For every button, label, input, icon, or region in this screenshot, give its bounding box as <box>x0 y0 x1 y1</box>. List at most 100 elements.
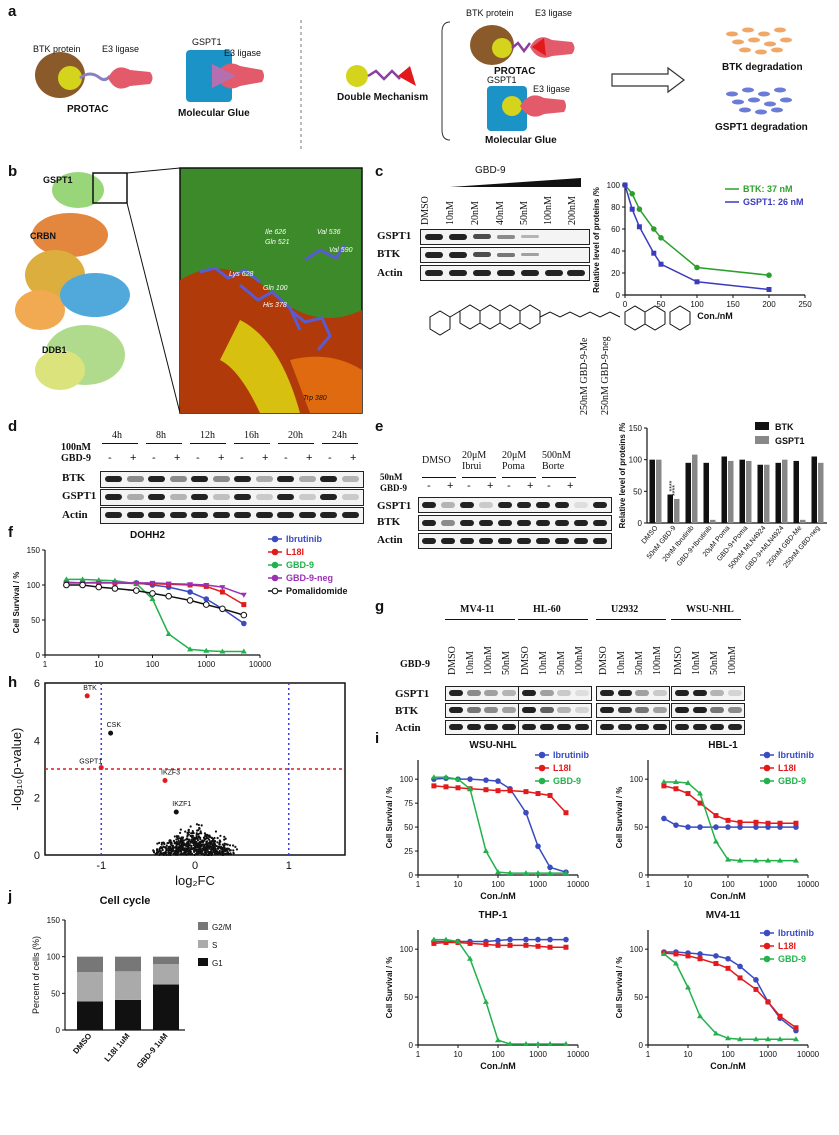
c-blot-btk <box>420 247 590 263</box>
bar <box>793 460 799 523</box>
d-row-label: GSPT1 <box>62 490 97 502</box>
y-tick-label: 0 <box>409 871 414 880</box>
y-axis-label: Relative level of proteins /% <box>618 423 627 529</box>
g-blot-gspt1 <box>518 686 592 701</box>
blot-band <box>536 502 550 508</box>
data-point <box>175 838 178 841</box>
data-point <box>201 849 204 853</box>
data-point <box>629 206 635 212</box>
data-point <box>184 849 187 852</box>
d-sign: - <box>196 452 200 464</box>
data-point <box>199 830 202 833</box>
data-point <box>188 844 192 847</box>
data-point <box>562 1041 569 1047</box>
data-point <box>195 836 198 839</box>
data-point <box>697 956 703 962</box>
data-point <box>172 845 175 849</box>
data-point <box>202 601 210 608</box>
right-protac-ligase-label: E3 ligase <box>535 8 573 18</box>
data-point <box>198 842 201 845</box>
c-row-label: BTK <box>377 248 401 260</box>
d-blot-btk <box>100 471 364 488</box>
bar-segment <box>153 964 179 985</box>
blot-band <box>517 502 531 508</box>
residue-label: Lys 628 <box>229 271 254 278</box>
legend-label: GBD-9 <box>778 954 806 964</box>
data-point <box>661 783 667 789</box>
y-tick-label: 0 <box>616 291 621 300</box>
data-point <box>200 844 204 847</box>
y-axis-label: Cell Survival / % <box>385 957 394 1019</box>
data-point <box>229 853 232 856</box>
y-tick-label: 0 <box>409 1041 414 1050</box>
data-point <box>431 940 437 946</box>
data-point <box>191 835 194 838</box>
data-point <box>636 206 643 212</box>
blot-band <box>593 502 607 508</box>
y-tick-label: 40 <box>611 247 620 256</box>
data-point <box>200 824 203 827</box>
glue-ligase-label: E3 ligase <box>224 48 262 58</box>
data-point <box>199 852 203 855</box>
y-axis-label: -log₁₀(p-value) <box>9 728 24 811</box>
data-point <box>232 849 235 852</box>
blot-band <box>479 520 493 526</box>
data-point <box>184 830 187 833</box>
blot-band <box>126 494 144 500</box>
data-point <box>792 1036 799 1042</box>
data-point <box>547 870 554 876</box>
data-point <box>443 939 449 945</box>
g-lane-label: 100nM <box>727 646 738 675</box>
data-point <box>186 597 194 604</box>
d-sign: - <box>328 452 332 464</box>
data-point <box>197 823 200 827</box>
data-point <box>523 789 529 795</box>
data-point <box>737 824 743 830</box>
crbn-structure-label: CRBN <box>30 231 56 241</box>
legend-marker <box>271 548 279 556</box>
data-point <box>225 843 228 846</box>
x-tick-label: 150 <box>726 300 740 309</box>
blot-band <box>498 502 512 508</box>
panel-letter-e: e <box>375 418 384 435</box>
data-point <box>522 870 529 876</box>
d-time-label: 12h <box>200 430 215 441</box>
bar <box>739 459 745 523</box>
data-point <box>191 830 194 833</box>
legend-marker <box>538 751 546 759</box>
g-blot-btk <box>671 703 745 718</box>
data-point <box>219 585 226 591</box>
data-point <box>227 847 230 851</box>
x-tick-label: 0 <box>623 300 628 309</box>
legend-marker <box>763 777 771 785</box>
g-cell-line-label: MV4-11 <box>460 604 495 615</box>
data-point <box>218 849 221 852</box>
x-axis-label: Con./nM <box>697 311 733 321</box>
data-point <box>223 838 226 841</box>
blot-band <box>517 520 531 526</box>
data-point <box>522 1041 529 1047</box>
data-point <box>205 836 208 839</box>
g-lane-label: 10nM <box>616 651 627 675</box>
blot-band <box>191 476 208 482</box>
d-time-underline <box>190 443 226 444</box>
blot-band <box>617 724 632 730</box>
d-time-underline <box>234 443 270 444</box>
point-label: IKZF3 <box>161 769 180 776</box>
x-tick-label: 1 <box>416 880 421 889</box>
data-point <box>725 817 731 823</box>
chemical-structure <box>429 304 691 336</box>
double-mechanism-label: Double Mechanism <box>337 92 429 103</box>
data-point <box>547 864 553 871</box>
g-row-label: BTK <box>395 705 419 717</box>
data-point <box>179 847 182 850</box>
y-tick-label: 0 <box>639 871 644 880</box>
panel-letter-a: a <box>8 3 17 20</box>
y-tick-label: 100 <box>27 581 41 590</box>
blot-band <box>498 520 512 526</box>
x-tick-label: 1000 <box>759 880 777 889</box>
legend-label: G1 <box>212 959 223 968</box>
blot-band <box>449 690 463 696</box>
g-cell-line-underline <box>671 619 741 620</box>
blot-band <box>501 707 516 713</box>
